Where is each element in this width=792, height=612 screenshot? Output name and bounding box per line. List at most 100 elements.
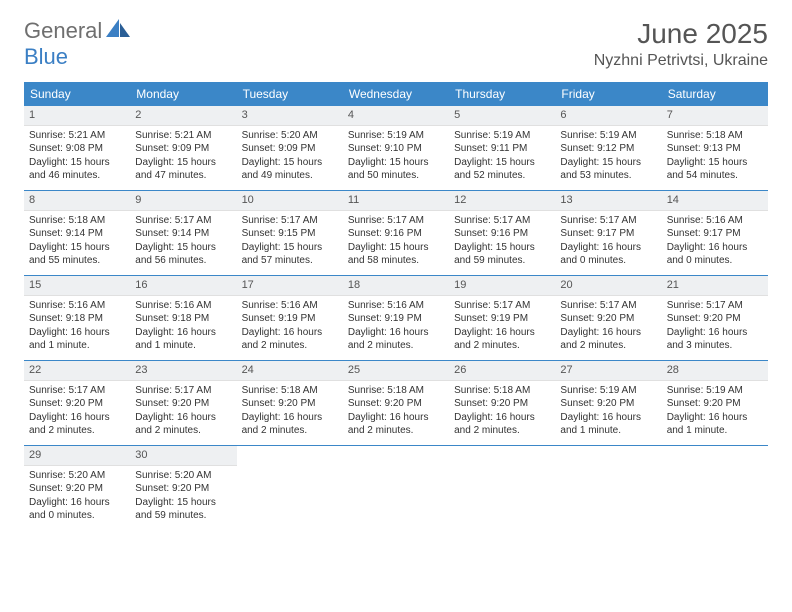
sunset-line: Sunset: 9:11 PM <box>454 142 550 156</box>
sunrise-line: Sunrise: 5:20 AM <box>242 129 338 143</box>
sunrise-line: Sunrise: 5:16 AM <box>135 299 231 313</box>
day-number: 7 <box>662 106 768 126</box>
day-cell: 4Sunrise: 5:19 AMSunset: 9:10 PMDaylight… <box>343 106 449 190</box>
sunset-line: Sunset: 9:17 PM <box>667 227 763 241</box>
sunset-line: Sunset: 9:19 PM <box>348 312 444 326</box>
sunset-line: Sunset: 9:20 PM <box>454 397 550 411</box>
day-number: 16 <box>130 276 236 296</box>
day-content: Sunrise: 5:18 AMSunset: 9:14 PMDaylight:… <box>24 211 130 272</box>
daylight-line: Daylight: 15 hours and 58 minutes. <box>348 241 444 268</box>
day-content: Sunrise: 5:17 AMSunset: 9:20 PMDaylight:… <box>555 296 661 357</box>
day-content: Sunrise: 5:16 AMSunset: 9:17 PMDaylight:… <box>662 211 768 272</box>
daylight-line: Daylight: 15 hours and 50 minutes. <box>348 156 444 183</box>
sunrise-line: Sunrise: 5:18 AM <box>242 384 338 398</box>
day-cell: 13Sunrise: 5:17 AMSunset: 9:17 PMDayligh… <box>555 191 661 275</box>
day-number: 6 <box>555 106 661 126</box>
sunrise-line: Sunrise: 5:17 AM <box>29 384 125 398</box>
weekday-header: Sunday <box>24 82 130 106</box>
daylight-line: Daylight: 15 hours and 59 minutes. <box>135 496 231 523</box>
day-number: 17 <box>237 276 343 296</box>
sunrise-line: Sunrise: 5:19 AM <box>348 129 444 143</box>
sunrise-line: Sunrise: 5:19 AM <box>454 129 550 143</box>
sunset-line: Sunset: 9:18 PM <box>135 312 231 326</box>
sunrise-line: Sunrise: 5:16 AM <box>29 299 125 313</box>
day-cell: 10Sunrise: 5:17 AMSunset: 9:15 PMDayligh… <box>237 191 343 275</box>
empty-cell <box>555 446 661 530</box>
day-number: 3 <box>237 106 343 126</box>
day-cell: 8Sunrise: 5:18 AMSunset: 9:14 PMDaylight… <box>24 191 130 275</box>
sunset-line: Sunset: 9:09 PM <box>242 142 338 156</box>
sunset-line: Sunset: 9:16 PM <box>348 227 444 241</box>
weekday-header: Tuesday <box>237 82 343 106</box>
sunset-line: Sunset: 9:09 PM <box>135 142 231 156</box>
sunrise-line: Sunrise: 5:19 AM <box>560 129 656 143</box>
title-location: Nyzhni Petrivtsi, Ukraine <box>594 52 768 70</box>
weekday-header: Saturday <box>662 82 768 106</box>
weekday-header: Friday <box>555 82 661 106</box>
day-number: 26 <box>449 361 555 381</box>
daylight-line: Daylight: 15 hours and 47 minutes. <box>135 156 231 183</box>
weekday-header-row: Sunday Monday Tuesday Wednesday Thursday… <box>24 82 768 106</box>
daylight-line: Daylight: 16 hours and 2 minutes. <box>454 326 550 353</box>
sunset-line: Sunset: 9:20 PM <box>29 482 125 496</box>
day-content: Sunrise: 5:17 AMSunset: 9:16 PMDaylight:… <box>449 211 555 272</box>
sunrise-line: Sunrise: 5:18 AM <box>348 384 444 398</box>
sunset-line: Sunset: 9:20 PM <box>560 312 656 326</box>
day-content: Sunrise: 5:16 AMSunset: 9:19 PMDaylight:… <box>237 296 343 357</box>
day-content: Sunrise: 5:18 AMSunset: 9:20 PMDaylight:… <box>343 381 449 442</box>
day-cell: 1Sunrise: 5:21 AMSunset: 9:08 PMDaylight… <box>24 106 130 190</box>
daylight-line: Daylight: 15 hours and 56 minutes. <box>135 241 231 268</box>
day-number: 28 <box>662 361 768 381</box>
day-content: Sunrise: 5:19 AMSunset: 9:10 PMDaylight:… <box>343 126 449 187</box>
weekday-header: Wednesday <box>343 82 449 106</box>
day-content: Sunrise: 5:17 AMSunset: 9:15 PMDaylight:… <box>237 211 343 272</box>
daylight-line: Daylight: 15 hours and 54 minutes. <box>667 156 763 183</box>
day-cell: 19 Sunrise: 5:17 AMSunset: 9:19 PMDayligh… <box>449 276 555 360</box>
sunset-line: Sunset: 9:19 PM <box>454 312 550 326</box>
calendar-week: 15Sunrise: 5:16 AMSunset: 9:18 PMDayligh… <box>24 275 768 360</box>
day-number: 15 <box>24 276 130 296</box>
sunrise-line: Sunrise: 5:21 AM <box>135 129 231 143</box>
daylight-line: Daylight: 16 hours and 1 minute. <box>560 411 656 438</box>
day-cell: 14Sunrise: 5:16 AMSunset: 9:17 PMDayligh… <box>662 191 768 275</box>
calendar: Sunday Monday Tuesday Wednesday Thursday… <box>24 82 768 530</box>
logo-sail-icon <box>106 19 132 44</box>
daylight-line: Daylight: 16 hours and 2 minutes. <box>135 411 231 438</box>
calendar-week: 22Sunrise: 5:17 AMSunset: 9:20 PMDayligh… <box>24 360 768 445</box>
day-number: 14 <box>662 191 768 211</box>
sunrise-line: Sunrise: 5:17 AM <box>667 299 763 313</box>
daylight-line: Daylight: 15 hours and 49 minutes. <box>242 156 338 183</box>
daylight-line: Daylight: 16 hours and 0 minutes. <box>667 241 763 268</box>
day-number: 2 <box>130 106 236 126</box>
sunset-line: Sunset: 9:18 PM <box>29 312 125 326</box>
day-content: Sunrise: 5:19 AMSunset: 9:20 PMDaylight:… <box>555 381 661 442</box>
day-cell: 7Sunrise: 5:18 AMSunset: 9:13 PMDaylight… <box>662 106 768 190</box>
calendar-week: 1Sunrise: 5:21 AMSunset: 9:08 PMDaylight… <box>24 106 768 190</box>
sunrise-line: Sunrise: 5:21 AM <box>29 129 125 143</box>
sunset-line: Sunset: 9:20 PM <box>242 397 338 411</box>
sunrise-line: Sunrise: 5:18 AM <box>667 129 763 143</box>
day-number: 10 <box>237 191 343 211</box>
day-cell: 3 Sunrise: 5:20 AMSunset: 9:09 PMDaylight… <box>237 106 343 190</box>
empty-cell <box>662 446 768 530</box>
day-cell: 5Sunrise: 5:19 AMSunset: 9:11 PMDaylight… <box>449 106 555 190</box>
sunrise-line: Sunrise: 5:17 AM <box>454 299 550 313</box>
day-cell: 15Sunrise: 5:16 AMSunset: 9:18 PMDayligh… <box>24 276 130 360</box>
day-number: 4 <box>343 106 449 126</box>
day-content: Sunrise: 5:17 AMSunset: 9:16 PMDaylight:… <box>343 211 449 272</box>
day-cell: 23Sunrise: 5:17 AMSunset: 9:20 PMDayligh… <box>130 361 236 445</box>
sunset-line: Sunset: 9:20 PM <box>667 312 763 326</box>
day-cell: 21Sunrise: 5:17 AMSunset: 9:20 PMDayligh… <box>662 276 768 360</box>
sunset-line: Sunset: 9:20 PM <box>135 482 231 496</box>
day-number: 19 <box>449 276 555 296</box>
sunset-line: Sunset: 9:15 PM <box>242 227 338 241</box>
empty-cell <box>237 446 343 530</box>
day-cell: 9Sunrise: 5:17 AMSunset: 9:14 PMDaylight… <box>130 191 236 275</box>
sunrise-line: Sunrise: 5:17 AM <box>560 299 656 313</box>
logo-text-general: General <box>24 18 102 44</box>
day-cell: 6Sunrise: 5:19 AMSunset: 9:12 PMDaylight… <box>555 106 661 190</box>
daylight-line: Daylight: 16 hours and 0 minutes. <box>29 496 125 523</box>
day-number: 24 <box>237 361 343 381</box>
day-content: Sunrise: 5:18 AMSunset: 9:20 PMDaylight:… <box>237 381 343 442</box>
day-number: 5 <box>449 106 555 126</box>
